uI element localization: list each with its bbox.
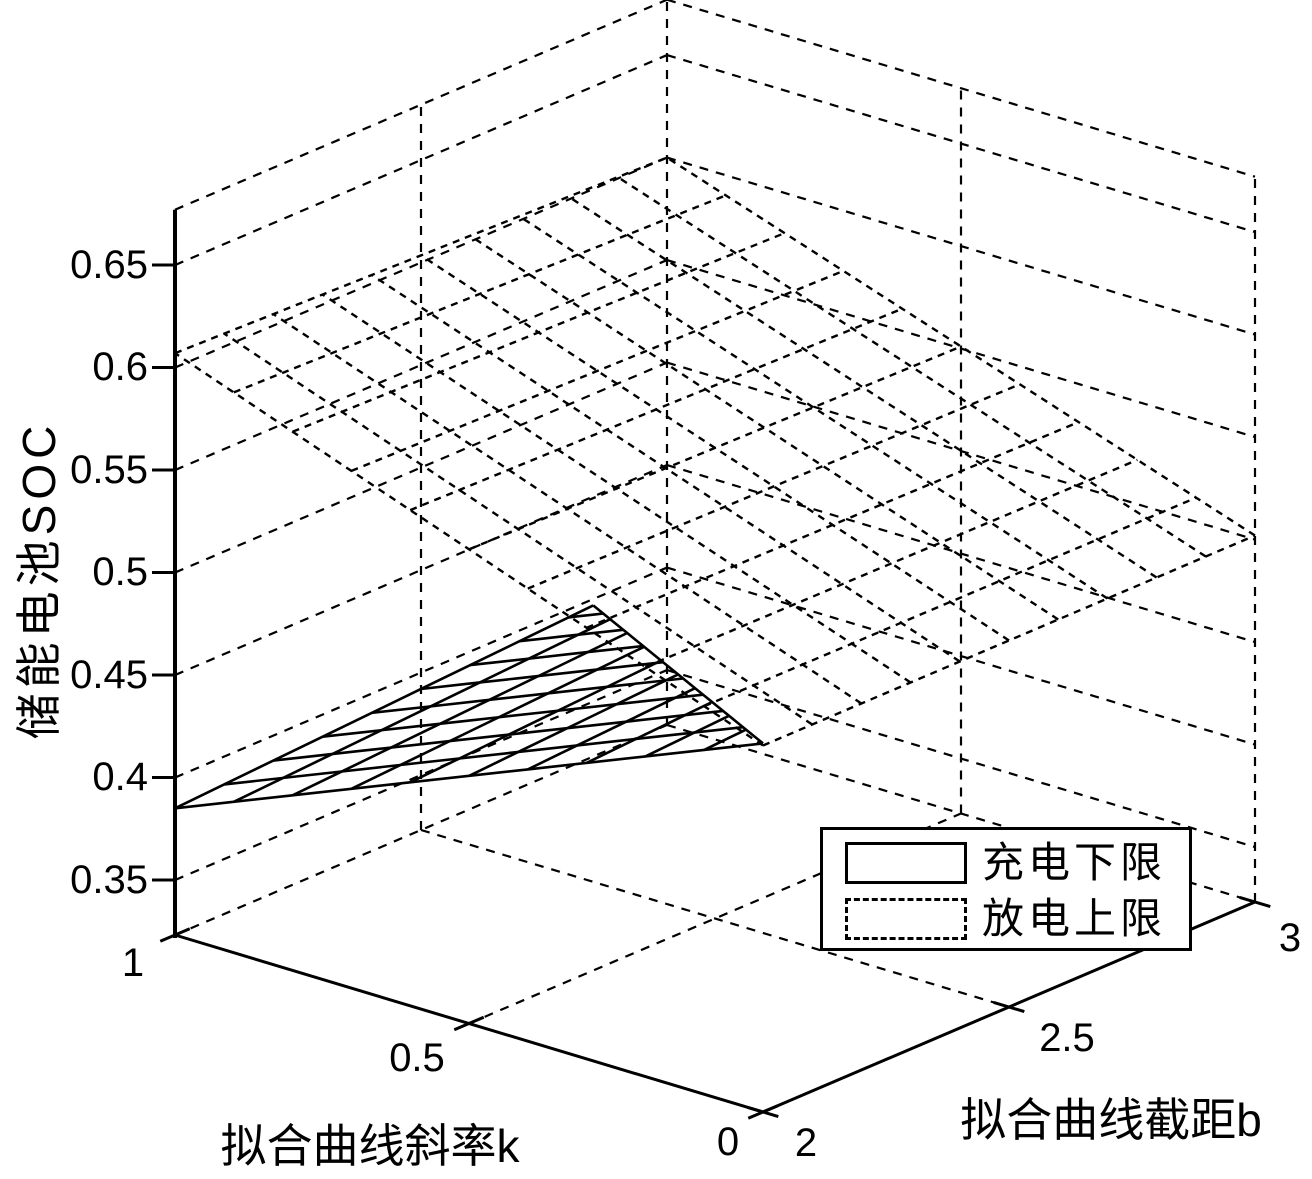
z-tick-label: 0.5	[92, 550, 148, 594]
y-tick-label: 2.5	[1039, 1016, 1095, 1060]
legend-swatch-solid-line	[845, 842, 967, 884]
legend-label: 充电下限	[982, 839, 1167, 886]
y-tick-label: 3	[1278, 916, 1302, 960]
z-tick-label: 0.45	[70, 653, 148, 697]
z-axis-label: 储能电池SOC	[13, 420, 65, 740]
z-tick-label: 0.55	[70, 448, 148, 492]
legend: 充电下限 放电上限	[820, 827, 1192, 951]
x-tick-label: 1	[121, 941, 145, 985]
legend-entry-charge-lower-limit: 充电下限	[845, 840, 1166, 886]
x-tick-label: 0.5	[389, 1036, 445, 1080]
y-tick-label: 2	[794, 1121, 818, 1165]
x-axis-label: 拟合曲线斜率k	[220, 1120, 520, 1172]
z-tick-label: 0.4	[92, 755, 148, 799]
surface-discharge-upper-limit	[175, 158, 1255, 746]
z-tick-label: 0.35	[70, 858, 148, 902]
y-axis-label: 拟合曲线截距b	[960, 1094, 1262, 1146]
legend-label: 放电上限	[982, 895, 1167, 942]
legend-swatch-dashed-line	[845, 898, 967, 940]
x-tick-label: 0	[716, 1120, 740, 1164]
z-tick-label: 0.6	[92, 345, 148, 389]
legend-entry-discharge-upper-limit: 放电上限	[845, 896, 1166, 942]
z-tick-label: 0.65	[70, 243, 148, 287]
surface-charge-lower-limit	[175, 605, 763, 808]
axes	[152, 210, 1270, 1119]
